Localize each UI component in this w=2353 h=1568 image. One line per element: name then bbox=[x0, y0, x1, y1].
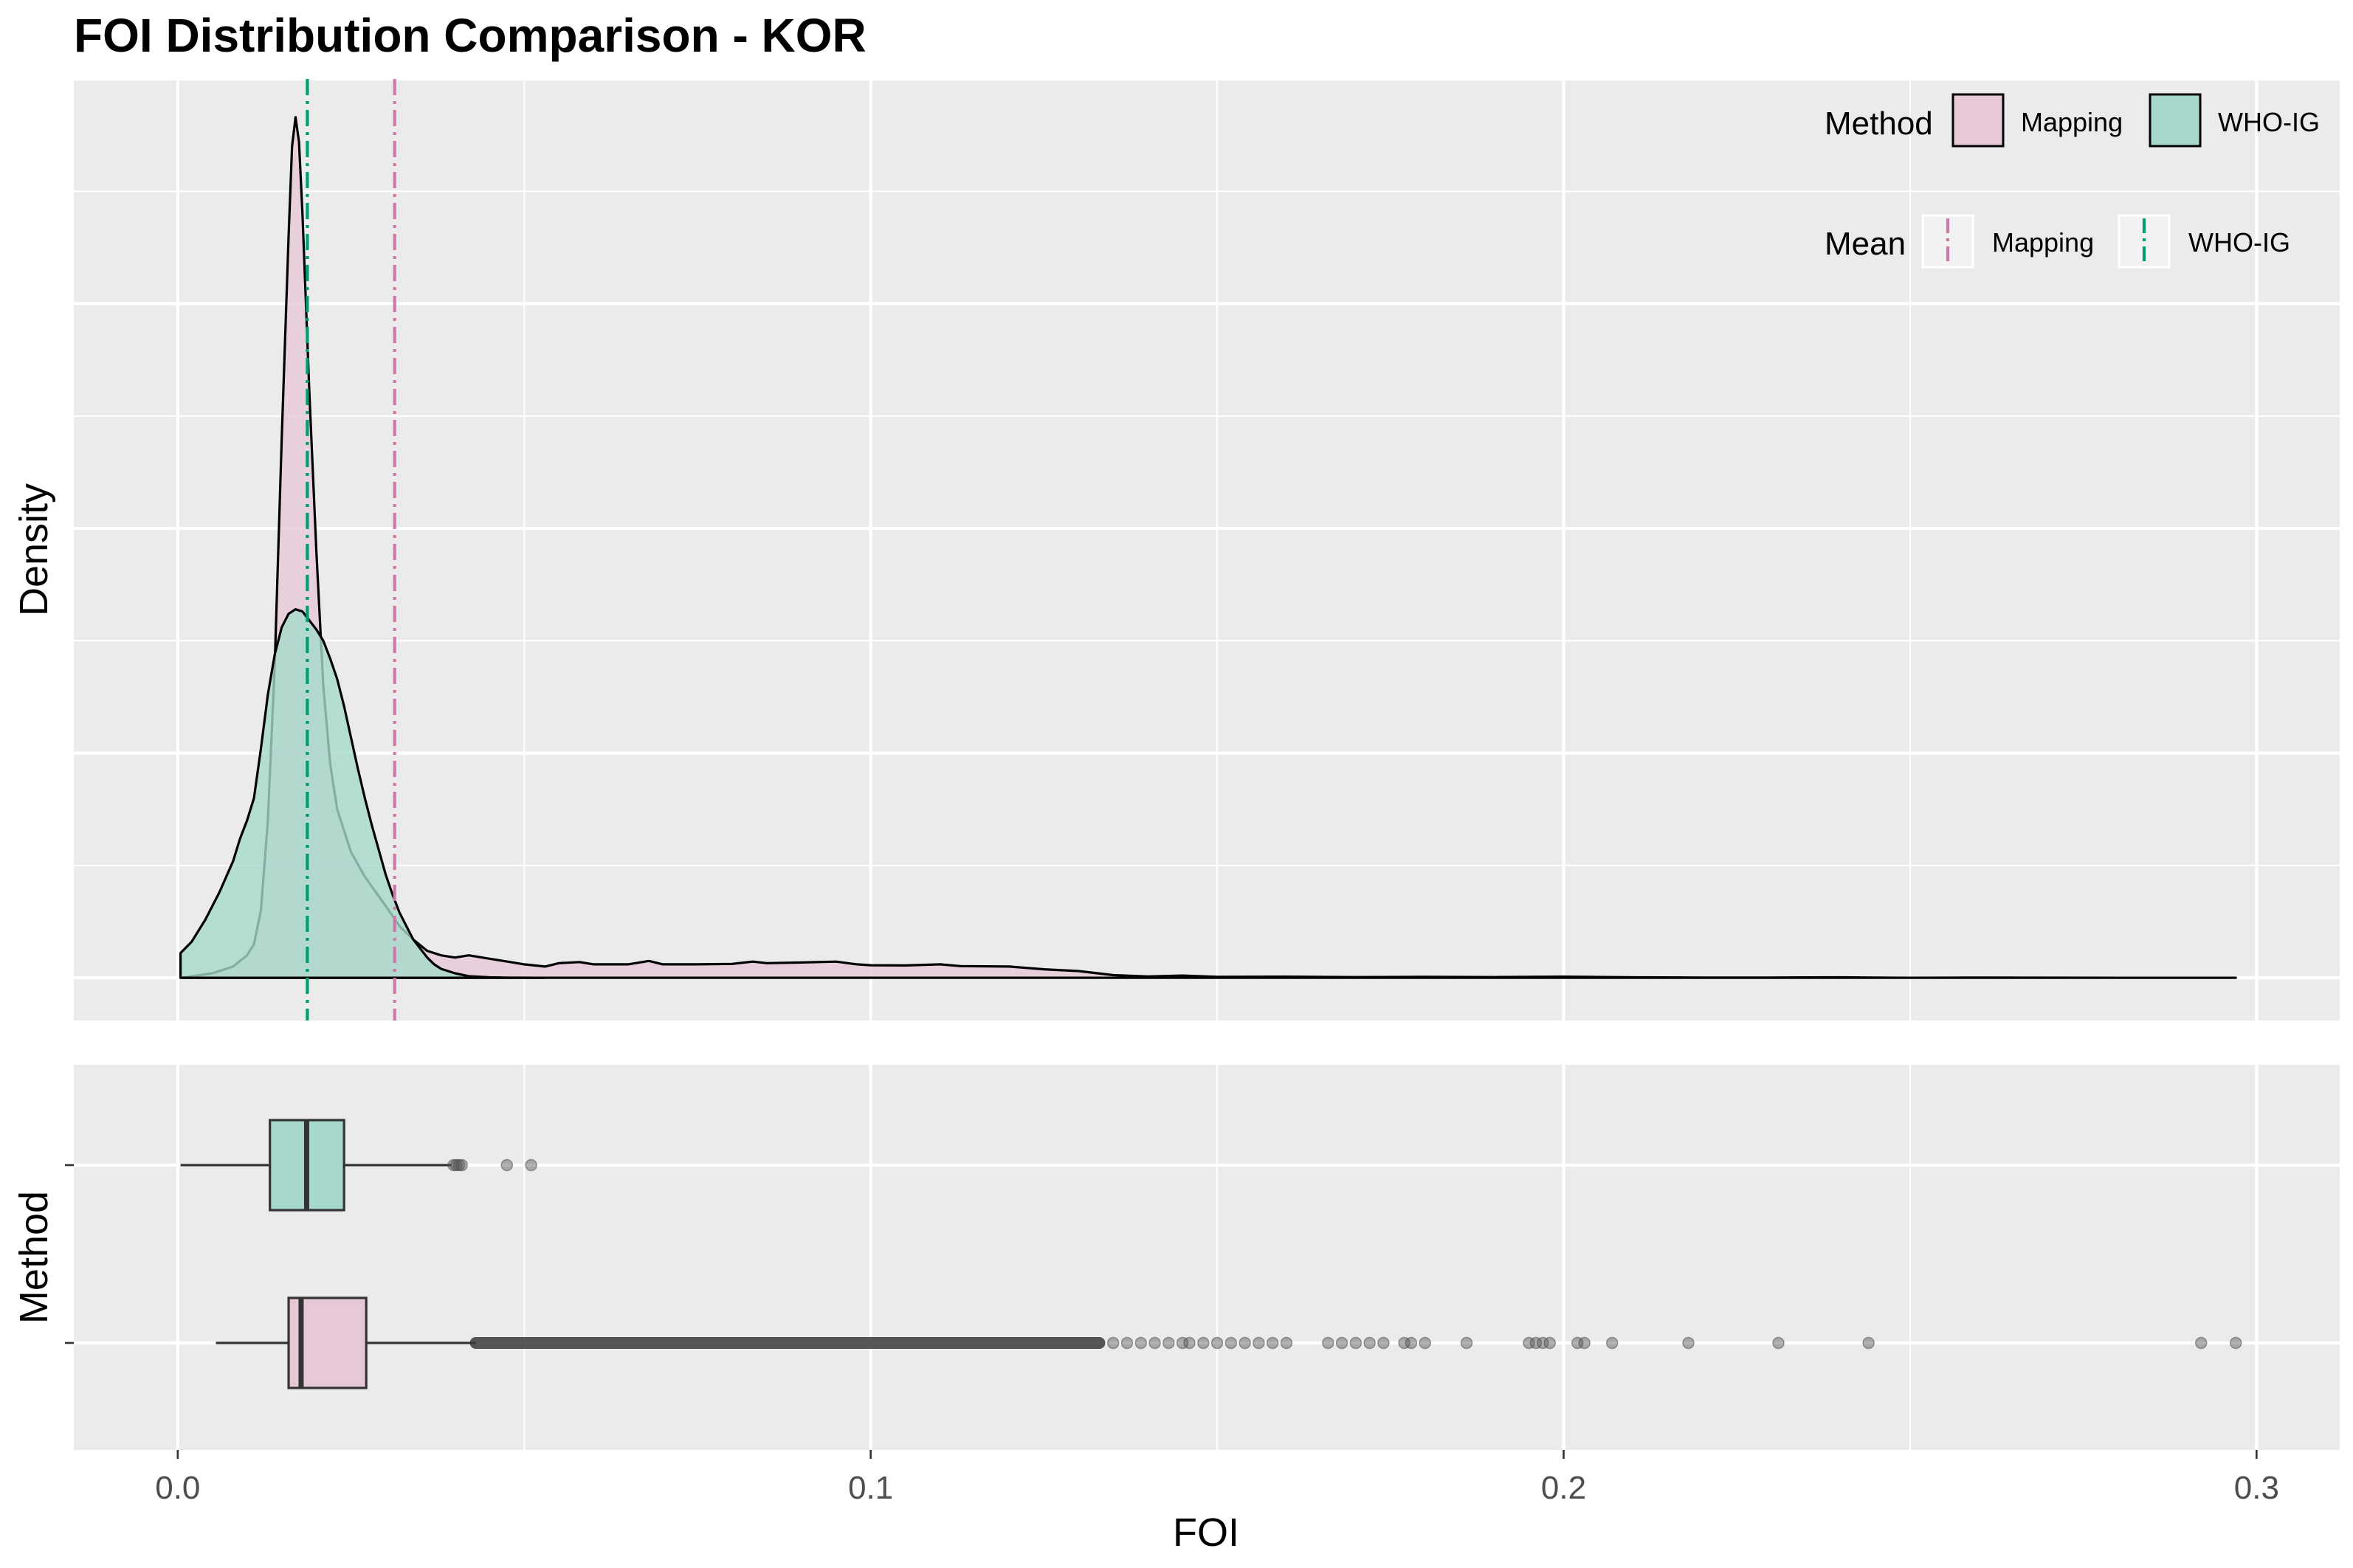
outlier-point-mapping bbox=[1772, 1336, 1785, 1350]
mean-lines bbox=[306, 79, 396, 1020]
x-tick-label: 0.2 bbox=[1541, 1470, 1586, 1506]
boxplot-y-axis bbox=[65, 1164, 74, 1344]
x-tick-label: 0.0 bbox=[155, 1470, 200, 1506]
outlier-point-mapping bbox=[1253, 1336, 1265, 1350]
density-area-mapping bbox=[180, 116, 2237, 979]
boxplot-panel bbox=[74, 1065, 2340, 1450]
outlier-point-mapping bbox=[1238, 1336, 1251, 1350]
outlier-point-who-ig bbox=[455, 1158, 468, 1172]
x-axis-title: FOI bbox=[1173, 1510, 1239, 1555]
outlier-point-mapping bbox=[1460, 1336, 1473, 1350]
outlier-point-mapping bbox=[2194, 1336, 2208, 1350]
outlier-point-mapping bbox=[1162, 1336, 1175, 1350]
outlier-point-mapping bbox=[1405, 1336, 1418, 1350]
outlier-point-mapping bbox=[1377, 1336, 1390, 1350]
density-areas bbox=[179, 116, 2237, 979]
legend-label-mean-mapping: Mapping bbox=[1992, 227, 2094, 258]
outlier-point-mapping bbox=[1363, 1336, 1376, 1350]
outlier-point-mapping bbox=[1682, 1336, 1695, 1350]
outlier-point-mapping bbox=[1120, 1336, 1134, 1350]
boxplot-marks bbox=[180, 1119, 2242, 1389]
x-axis: 0.0 0.1 0.2 0.3 bbox=[155, 1450, 2279, 1506]
outlier-point-mapping bbox=[1224, 1336, 1238, 1350]
outlier-point-mapping bbox=[1419, 1336, 1431, 1350]
outlier-point-mapping bbox=[1266, 1336, 1279, 1350]
outlier-point-mapping bbox=[2229, 1336, 2242, 1350]
outlier-point-mapping bbox=[1543, 1336, 1556, 1350]
legend-key-fill-who-ig bbox=[2149, 93, 2202, 148]
outlier-point-who-ig bbox=[500, 1158, 514, 1172]
outlier-point-mapping bbox=[1148, 1336, 1161, 1350]
legend-title-mean: Mean bbox=[1825, 226, 1906, 262]
outlier-point-who-ig bbox=[452, 1158, 466, 1172]
outlier-point-mapping bbox=[1280, 1336, 1293, 1350]
legend-label-fill-who-ig: WHO-IG bbox=[2218, 107, 2320, 137]
legend-label-mean-who-ig: WHO-IG bbox=[2188, 227, 2290, 258]
outlier-point-mapping bbox=[1210, 1336, 1224, 1350]
outlier-point-who-ig bbox=[525, 1158, 537, 1172]
x-tick-label: 0.1 bbox=[848, 1470, 893, 1506]
outlier-point-mapping bbox=[1183, 1336, 1196, 1350]
legend-label-fill-mapping: Mapping bbox=[2021, 107, 2123, 137]
outlier-point-mapping bbox=[1107, 1336, 1120, 1350]
outlier-point-mapping bbox=[1578, 1336, 1591, 1350]
density-y-axis-title: Density bbox=[12, 483, 56, 616]
outlier-point-mapping bbox=[1134, 1336, 1148, 1350]
boxplot-y-axis-title: Method bbox=[12, 1191, 56, 1324]
density-area-who-ig bbox=[179, 608, 546, 979]
outlier-point-mapping bbox=[1349, 1336, 1362, 1350]
outlier-point-mapping bbox=[1862, 1336, 1875, 1350]
outlier-point-mapping bbox=[1197, 1336, 1210, 1350]
density-grid bbox=[74, 77, 2340, 1020]
legend-key-fill-mapping bbox=[1951, 93, 2005, 148]
chart-title: FOI Distribution Comparison - KOR bbox=[74, 9, 867, 62]
density-panel bbox=[74, 79, 2340, 1020]
legend-title-method: Method bbox=[1825, 106, 1933, 142]
outlier-point-mapping bbox=[1322, 1336, 1334, 1350]
outlier-point-mapping bbox=[1335, 1336, 1348, 1350]
x-tick-label: 0.3 bbox=[2234, 1470, 2279, 1506]
outlier-point-mapping bbox=[1605, 1336, 1619, 1350]
legend: Method Mapping WHO-IG Mean Mapping WHO-IG bbox=[1825, 93, 2320, 269]
